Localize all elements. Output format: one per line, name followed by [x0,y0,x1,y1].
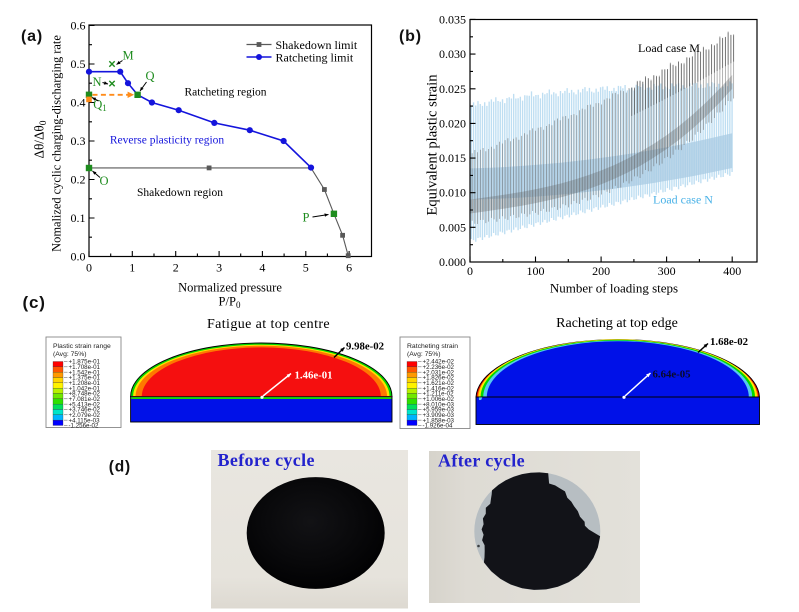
svg-text:P/P0: P/P0 [219,295,241,311]
svg-text:+1.708e-01: +1.708e-01 [69,364,101,371]
svg-text:400: 400 [723,264,741,278]
svg-text:0.5: 0.5 [71,57,86,71]
svg-text:Nomalized cyclic charging-disc: Nomalized cyclic charging-discharging ra… [50,35,64,252]
svg-text:6: 6 [346,261,352,275]
svg-text:-1.256e-02: -1.256e-02 [69,423,99,430]
svg-text:Ratcheting region: Ratcheting region [184,87,266,99]
svg-text:300: 300 [658,264,676,278]
svg-text:(Avg: 75%): (Avg: 75%) [53,351,87,358]
svg-text:Load case M: Load case M [638,41,700,55]
svg-text:0.4: 0.4 [71,96,86,110]
svg-text:Shakedown region: Shakedown region [137,187,223,199]
svg-text:(c): (c) [23,293,46,312]
svg-text:+2.236e-02: +2.236e-02 [423,364,455,371]
svg-text:3: 3 [216,261,222,275]
svg-text:1: 1 [129,261,135,275]
svg-text:+1.416e-02: +1.416e-02 [423,385,455,392]
svg-text:+1.621e-02: +1.621e-02 [423,380,455,387]
svg-text:(b): (b) [399,28,422,45]
svg-text:Q: Q [145,69,154,83]
svg-text:+2.442e-02: +2.442e-02 [423,359,455,366]
svg-text:1.46e-01: 1.46e-01 [295,370,333,382]
svg-text:0.030: 0.030 [439,47,466,61]
svg-text:Plastic strain range: Plastic strain range [53,343,111,350]
svg-text:+1.211e-02: +1.211e-02 [423,391,455,398]
svg-text:Shakedown limit: Shakedown limit [276,38,358,52]
svg-text:+5.959e-03: +5.959e-03 [423,407,455,414]
svg-text:Reverse plasticity region: Reverse plasticity region [110,135,225,147]
svg-text:0.6: 0.6 [71,19,86,33]
svg-text:Ratcheting strain: Ratcheting strain [407,343,458,350]
svg-text:Ratcheting limit: Ratcheting limit [276,50,354,64]
svg-text:+1.042e-01: +1.042e-01 [69,385,101,392]
svg-text:-1.926e-04: -1.926e-04 [423,423,453,430]
svg-text:0.025: 0.025 [439,82,466,96]
svg-text:0.035: 0.035 [439,12,466,26]
svg-text:100: 100 [527,264,545,278]
svg-text:0.010: 0.010 [439,186,466,200]
svg-text:Number of loading steps: Number of loading steps [550,281,678,296]
svg-text:+1.006e-02: +1.006e-02 [423,396,455,403]
svg-text:2: 2 [173,261,179,275]
svg-text:0.2: 0.2 [71,173,86,187]
svg-text:Racheting at top edge: Racheting at top edge [556,316,678,331]
svg-text:0.005: 0.005 [439,220,466,234]
svg-text:0: 0 [86,261,92,275]
svg-text:200: 200 [592,264,610,278]
svg-text:+2.079e-02: +2.079e-02 [69,412,101,419]
svg-text:Δθ/Δθ0: Δθ/Δθ0 [32,120,50,158]
svg-text:O: O [99,174,108,188]
svg-text:+8.748e-02: +8.748e-02 [69,391,101,398]
svg-text:+1.858e-03: +1.858e-03 [423,417,455,424]
svg-text:+3.746e-02: +3.746e-02 [69,407,101,414]
svg-text:Before cycle: Before cycle [218,450,315,470]
svg-text:0: 0 [467,264,473,278]
svg-text:+8.010e-03: +8.010e-03 [423,401,455,408]
svg-text:0.015: 0.015 [439,151,466,165]
svg-text:(d): (d) [109,459,131,476]
svg-text:0.3: 0.3 [71,134,86,148]
svg-text:(a): (a) [21,28,43,45]
svg-text:6.64e-05: 6.64e-05 [653,369,691,381]
svg-text:+1.208e-01: +1.208e-01 [69,380,101,387]
svg-text:+1.826e-02: +1.826e-02 [423,375,455,382]
svg-text:0.0: 0.0 [71,250,86,264]
svg-text:N: N [92,75,101,89]
svg-text:0.000: 0.000 [439,255,466,269]
svg-text:1.68e-02: 1.68e-02 [710,336,748,348]
svg-text:M: M [122,49,133,63]
svg-text:4: 4 [259,261,265,275]
svg-text:Normalized pressure: Normalized pressure [178,281,282,295]
svg-text:(Avg: 75%): (Avg: 75%) [407,351,441,358]
svg-text:After cycle: After cycle [438,451,525,471]
svg-text:+1.875e-01: +1.875e-01 [69,359,101,366]
svg-text:0.1: 0.1 [71,211,86,225]
svg-text:Load case N: Load case N [653,193,713,207]
svg-text:+7.081e-02: +7.081e-02 [69,396,101,403]
svg-text:9.98e-02: 9.98e-02 [346,341,384,353]
svg-text:5: 5 [303,261,309,275]
svg-text:+3.909e-03: +3.909e-03 [423,412,455,419]
svg-text:+5.413e-02: +5.413e-02 [69,401,101,408]
svg-text:+1.375e-01: +1.375e-01 [69,375,101,382]
svg-text:P: P [303,211,310,225]
svg-text:Equivalent plastic strain: Equivalent plastic strain [425,74,441,216]
svg-text:0.020: 0.020 [439,116,466,130]
svg-text:+1.542e-01: +1.542e-01 [69,369,101,376]
svg-text:+4.115e-03: +4.115e-03 [69,417,101,424]
svg-text:Fatigue at top centre: Fatigue at top centre [207,317,330,332]
svg-text:+2.031e-02: +2.031e-02 [423,369,455,376]
